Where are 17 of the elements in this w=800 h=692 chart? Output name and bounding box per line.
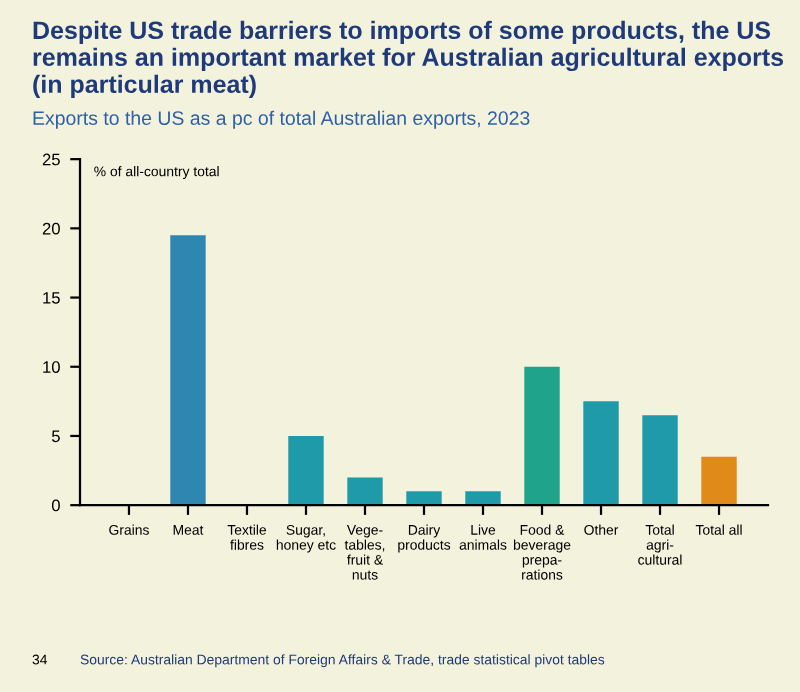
chart-title: Despite US trade barriers to imports of some products, the US remains an important market for Australian agricultural exports (in particular meat): [33, 20, 784, 99]
y-tick-label: 10: [43, 361, 60, 373]
bar: [583, 401, 619, 506]
bar: [642, 415, 678, 506]
y-tick-label: 0: [51, 499, 60, 512]
y-tick-label: 20: [42, 222, 60, 235]
bar: [701, 456, 737, 506]
bar: [170, 235, 206, 506]
bar: [524, 366, 560, 506]
bar: [406, 491, 442, 506]
bar: [347, 477, 383, 506]
chart-subtitle: Exports to the US as a pc of total Australian exports, 2023: [33, 110, 530, 129]
bar: [465, 491, 501, 506]
y-tick-label: 5: [51, 430, 60, 443]
bar: [288, 435, 324, 506]
y-tick-label: 25: [42, 153, 60, 166]
y-tick-label: 15: [43, 292, 60, 304]
